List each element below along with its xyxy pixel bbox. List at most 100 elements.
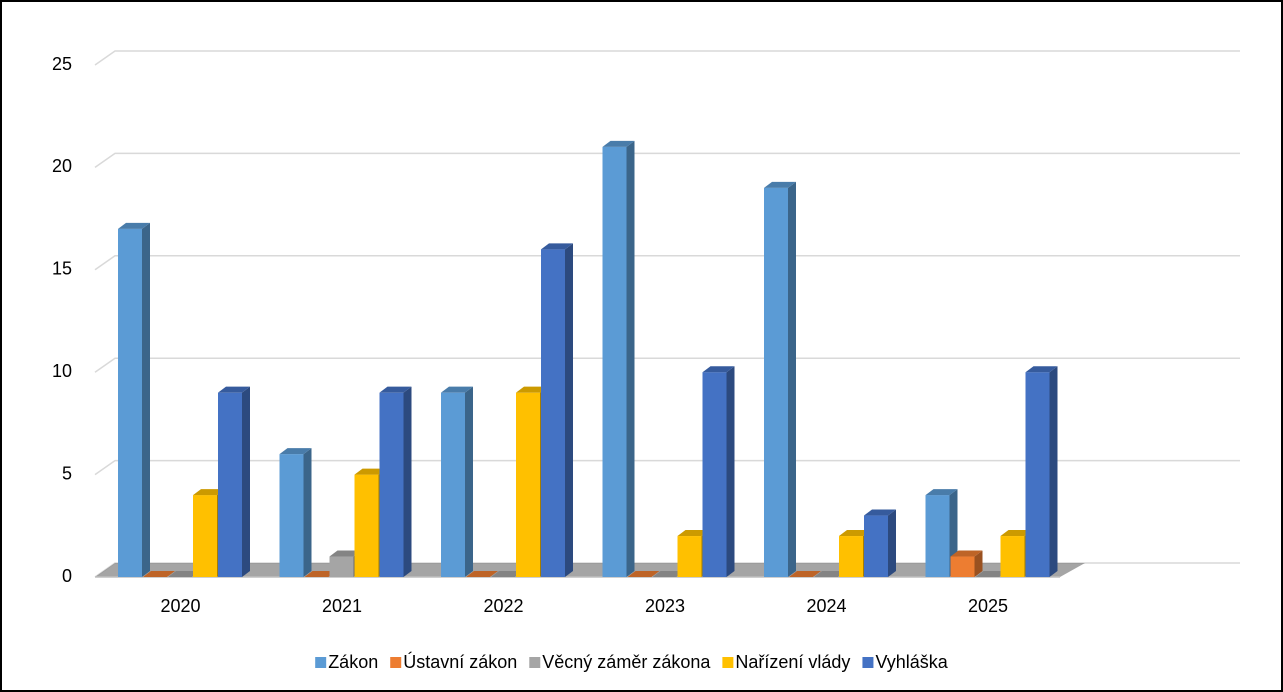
bar-side — [726, 366, 735, 577]
bar-front — [379, 392, 404, 577]
bar — [304, 571, 337, 577]
bar — [627, 571, 660, 577]
bar — [602, 140, 635, 578]
bar-top — [329, 550, 362, 557]
bar-top — [218, 386, 250, 393]
bar-front — [118, 228, 142, 577]
x-tick-label: 2021 — [322, 596, 362, 616]
bar-side — [974, 550, 983, 577]
grid-line — [94, 357, 1240, 373]
bar-side — [303, 448, 312, 577]
bar — [491, 571, 523, 577]
bar — [541, 243, 573, 577]
bar — [441, 386, 473, 577]
bar-side — [626, 140, 635, 578]
bar-top — [677, 530, 710, 537]
bar-front — [839, 536, 863, 577]
bar-top — [1025, 366, 1058, 373]
bar — [975, 571, 1008, 577]
y-tick-label: 15 — [52, 259, 72, 279]
bar — [379, 386, 412, 577]
x-tick-label: 2024 — [806, 596, 846, 616]
bar-top — [627, 571, 660, 577]
bar — [279, 448, 312, 577]
bar-top — [652, 571, 685, 577]
legend-swatch — [722, 657, 734, 668]
y-tick-label: 25 — [52, 54, 72, 74]
bar — [143, 571, 175, 577]
bar — [702, 366, 735, 577]
y-tick-label: 5 — [62, 463, 72, 483]
legend-swatch — [390, 657, 402, 668]
legend-swatch — [315, 657, 327, 668]
bar-front — [516, 392, 540, 577]
legend-swatch — [529, 657, 541, 668]
bar-top — [789, 571, 821, 577]
bar-top — [764, 181, 796, 188]
bar — [764, 181, 796, 577]
bar-side — [565, 243, 573, 577]
bar-top — [541, 243, 573, 250]
bar-side — [888, 509, 896, 577]
legend: Zákon Ústavní zákon Věcný záměr zákona Naří… — [315, 651, 949, 672]
y-tick-label: 20 — [52, 156, 72, 176]
bar-top — [1000, 530, 1033, 537]
bar — [789, 571, 821, 577]
legend-label: Nařízení vlády — [735, 652, 850, 672]
bar-side — [403, 386, 412, 577]
bar-top — [925, 489, 958, 496]
bar-front — [925, 495, 950, 577]
bar-front — [354, 474, 379, 577]
x-tick-label: 2022 — [483, 596, 523, 616]
bar-top — [118, 222, 150, 229]
bar-front — [764, 187, 788, 577]
bar — [950, 550, 983, 577]
bar-front — [329, 556, 354, 577]
bar-top — [466, 571, 498, 577]
bar-front — [864, 515, 888, 577]
bar-top — [279, 448, 312, 455]
y-tick-label: 10 — [52, 361, 72, 381]
grid-line — [94, 255, 1240, 271]
bar — [466, 571, 498, 577]
bar — [118, 222, 150, 577]
bar-top — [379, 386, 412, 393]
bar-side — [465, 386, 473, 577]
bar-front — [602, 146, 627, 578]
bar-top — [143, 571, 175, 577]
bar-top — [975, 571, 1008, 577]
bar-front — [1000, 536, 1025, 577]
bar-front — [702, 372, 727, 577]
x-tick-label: 2020 — [160, 596, 200, 616]
grid-line — [94, 459, 1240, 476]
bar-top — [950, 550, 983, 557]
y-tick-label: 0 — [62, 566, 72, 586]
bar-front — [950, 556, 975, 577]
bar — [168, 571, 200, 577]
bar-top — [602, 140, 635, 147]
bar-side — [142, 222, 150, 577]
bar-side — [788, 181, 796, 577]
grid-line — [94, 50, 1240, 66]
bar-top — [193, 489, 225, 496]
legend-label: Věcný záměr zákona — [542, 652, 711, 672]
bar-top — [441, 386, 473, 393]
bar-top — [516, 386, 548, 393]
bar-top — [168, 571, 200, 577]
bar-top — [354, 468, 387, 475]
legend-label: Ústavní zákon — [403, 651, 517, 672]
bar-front — [1025, 372, 1050, 577]
bar — [1025, 366, 1058, 577]
bar-top — [702, 366, 735, 373]
bar-front — [218, 392, 242, 577]
legend-swatch — [862, 657, 874, 668]
x-tick-label: 2025 — [968, 596, 1008, 616]
bar-top — [491, 571, 523, 577]
bar-front — [193, 495, 217, 577]
bar-side — [242, 386, 250, 577]
bar-front — [279, 454, 304, 577]
grid-line — [94, 152, 1240, 169]
legend-label: Zákon — [328, 652, 378, 672]
